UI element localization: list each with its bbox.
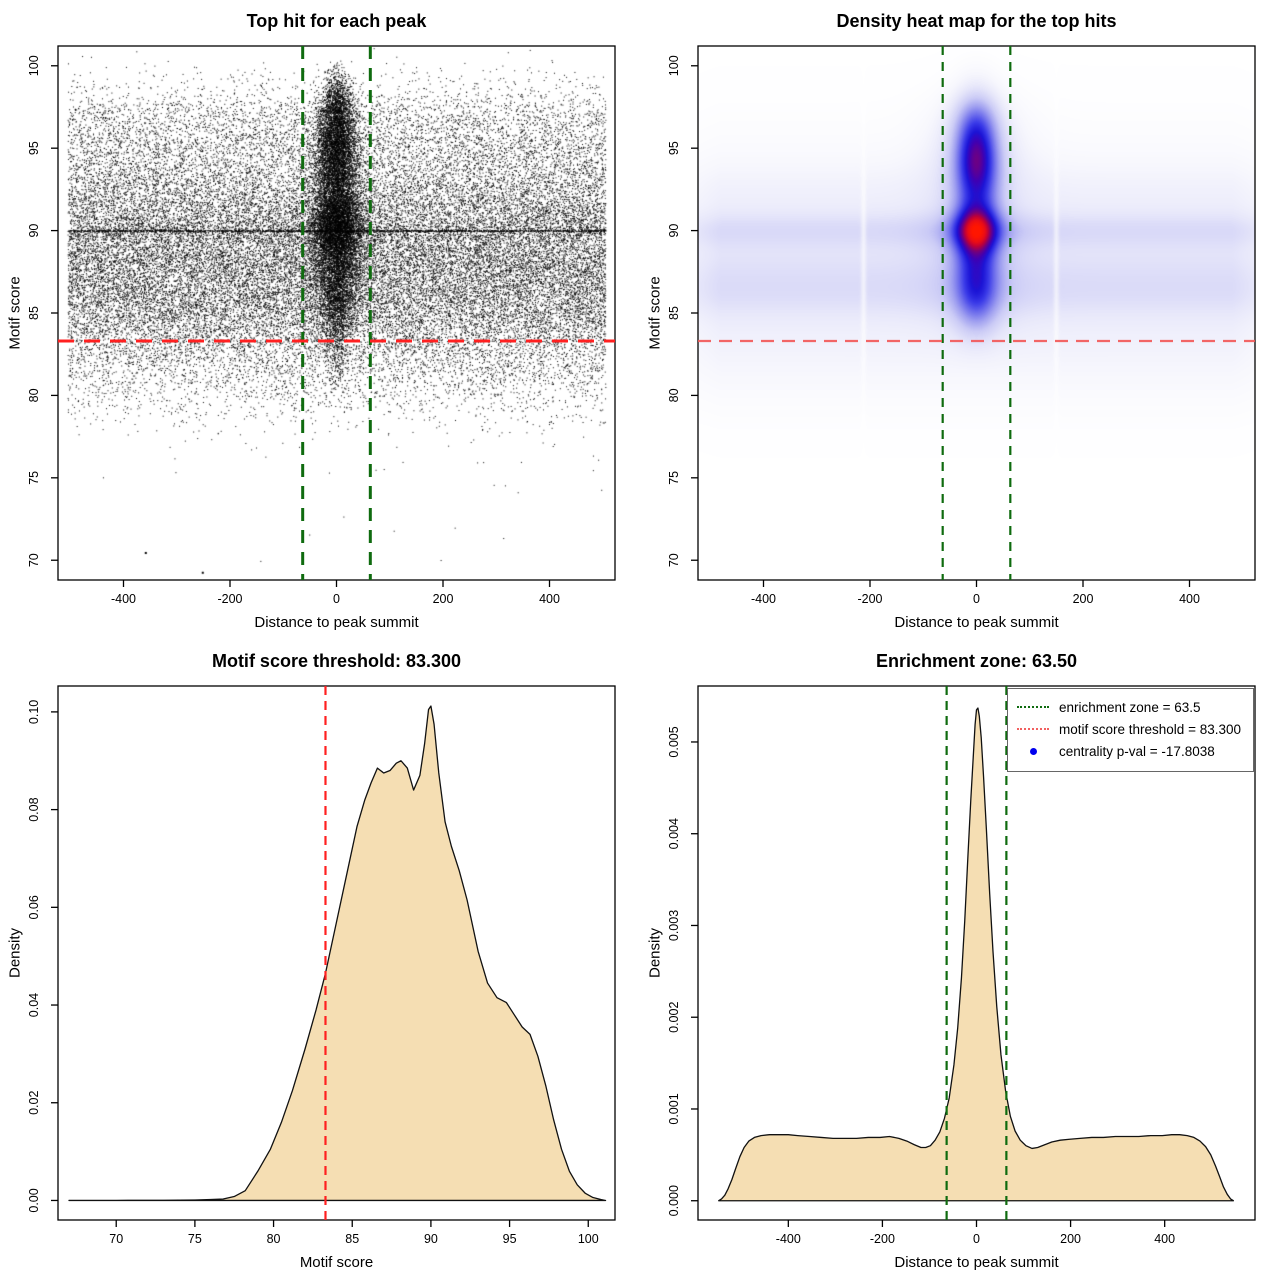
blue-dot-swatch bbox=[1017, 747, 1049, 755]
legend-label: enrichment zone = 63.5 bbox=[1059, 699, 1201, 715]
distance-density-curve bbox=[718, 707, 1235, 1202]
x-tick-label: -400 bbox=[776, 1232, 801, 1246]
y-tick-label: 100 bbox=[667, 55, 681, 76]
y-tick-label: 100 bbox=[27, 55, 41, 76]
x-tick-label: 200 bbox=[1060, 1232, 1081, 1246]
y-tick-label: 0.000 bbox=[667, 1185, 681, 1216]
heatmap-canvas bbox=[698, 46, 1255, 580]
page-title: Motif score threshold: 83.300 bbox=[211, 651, 462, 671]
plot-box bbox=[57, 685, 616, 1221]
y-tick-label: 75 bbox=[27, 471, 41, 485]
y-tick-label: 0.04 bbox=[27, 993, 41, 1017]
x-tick-label: -400 bbox=[111, 592, 136, 606]
page-title: Top hit for each peak bbox=[246, 11, 427, 31]
x-tick-label: -200 bbox=[870, 1232, 895, 1246]
y-tick-label: 80 bbox=[667, 388, 681, 402]
legend-item-enrichment-zone: enrichment zone = 63.5 bbox=[1017, 696, 1241, 718]
x-tick-label: -200 bbox=[217, 592, 242, 606]
green-dotted-line-swatch bbox=[1017, 706, 1050, 708]
x-tick-label: 90 bbox=[424, 1232, 438, 1246]
y-tick-label: 95 bbox=[667, 141, 681, 155]
legend-label: motif score threshold = 83.300 bbox=[1059, 721, 1241, 737]
y-tick-label: 90 bbox=[27, 224, 41, 238]
x-tick-label: 0 bbox=[973, 1232, 980, 1246]
y-tick-label: 0.001 bbox=[667, 1093, 681, 1124]
x-tick-label: 200 bbox=[1073, 592, 1094, 606]
y-tick-label: 85 bbox=[667, 306, 681, 320]
x-tick-label: 400 bbox=[539, 592, 560, 606]
y-tick-label: 0.08 bbox=[27, 797, 41, 821]
y-tick-label: 0.00 bbox=[27, 1188, 41, 1212]
panel-density-heatmap: -400 -200 0 200 400 70 75 80 85 90 95 100 Density h… bbox=[640, 0, 1280, 640]
y-tick-label: 0.02 bbox=[27, 1091, 41, 1115]
x-tick-label: 80 bbox=[267, 1232, 281, 1246]
y-tick-label: 90 bbox=[667, 224, 681, 238]
score-density-curve bbox=[68, 705, 607, 1202]
x-axis-label: Distance to peak summit bbox=[894, 1254, 1059, 1271]
y-tick-label: 80 bbox=[27, 388, 41, 402]
y-tick-label: 95 bbox=[27, 141, 41, 155]
x-tick-label: 100 bbox=[578, 1232, 599, 1246]
x-tick-label: -400 bbox=[751, 592, 776, 606]
y-tick-label: 0.06 bbox=[27, 895, 41, 919]
x-tick-label: 95 bbox=[503, 1232, 517, 1246]
panel-motif-score-density: 70 75 80 85 90 95 100 0.00 0.02 0.04 0.06 0.08 0.10 … bbox=[0, 640, 640, 1280]
x-tick-label: -200 bbox=[857, 592, 882, 606]
y-tick-label: 75 bbox=[667, 471, 681, 485]
x-axis-label: Distance to peak summit bbox=[254, 614, 419, 631]
y-tick-label: 85 bbox=[27, 306, 41, 320]
y-tick-label: 0.004 bbox=[667, 818, 681, 849]
y-tick-label: 0.002 bbox=[667, 1002, 681, 1033]
scatter-points-canvas bbox=[58, 46, 615, 580]
panel-top-hit-scatter: -400 -200 0 200 400 70 75 80 85 90 95 100 Top hit f… bbox=[0, 0, 640, 640]
y-tick-label: 70 bbox=[27, 553, 41, 567]
x-axis-label: Distance to peak summit bbox=[894, 614, 1059, 631]
y-tick-label: 0.10 bbox=[27, 700, 41, 724]
panel-enrichment-zone-density: -400 -200 0 200 400 0.000 0.001 0.002 0.003 0.004… bbox=[640, 640, 1280, 1280]
legend-item-motif-threshold: motif score threshold = 83.300 bbox=[1017, 718, 1241, 740]
x-axis-label: Motif score bbox=[299, 1254, 374, 1271]
y-tick-label: 0.005 bbox=[667, 726, 681, 757]
page-title: Density heat map for the top hits bbox=[836, 11, 1117, 31]
x-tick-label: 0 bbox=[333, 592, 340, 606]
red-dotted-line-swatch bbox=[1017, 728, 1050, 730]
x-tick-label: 0 bbox=[973, 592, 980, 606]
score-density-plot: 70 75 80 85 90 95 100 0.00 0.02 0.04 0.06 0.08 0.10 bbox=[27, 685, 616, 1246]
legend-label: centrality p-val = -17.8038 bbox=[1059, 743, 1215, 759]
x-tick-label: 400 bbox=[1179, 592, 1200, 606]
legend-item-centrality-pval: centrality p-val = -17.8038 bbox=[1017, 740, 1241, 762]
y-tick-label: 0.003 bbox=[667, 910, 681, 941]
x-tick-label: 200 bbox=[433, 592, 454, 606]
x-tick-label: 70 bbox=[109, 1232, 123, 1246]
y-tick-label: 70 bbox=[667, 553, 681, 567]
x-tick-label: 85 bbox=[345, 1232, 359, 1246]
x-tick-label: 400 bbox=[1154, 1232, 1175, 1246]
plot-legend: enrichment zone = 63.5 motif score thres… bbox=[1007, 688, 1254, 772]
page-title: Enrichment zone: 63.50 bbox=[875, 651, 1078, 671]
x-tick-label: 75 bbox=[188, 1232, 202, 1246]
